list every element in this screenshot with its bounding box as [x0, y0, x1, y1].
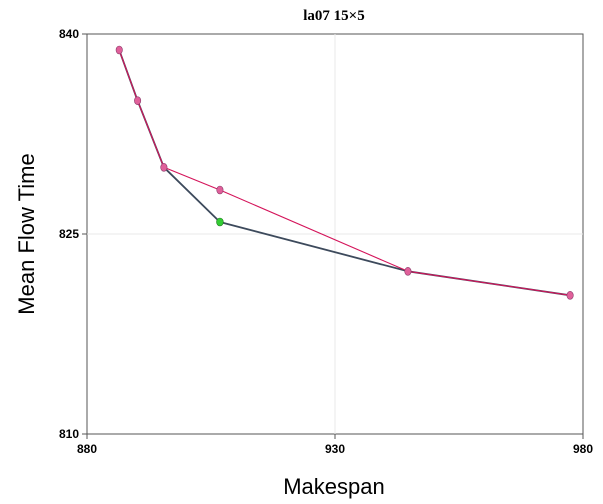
- chart-title: la07 15×5: [303, 8, 364, 24]
- x-tick-label: 930: [325, 442, 345, 456]
- axis-ticks: 810 825 840 880 930 980: [59, 27, 593, 456]
- y-tick-label: 810: [59, 427, 79, 441]
- data-point: [216, 185, 224, 195]
- data-point: [134, 96, 142, 105]
- x-axis-label: Makespan: [283, 474, 385, 499]
- series-line-2: [118, 49, 571, 296]
- x-tick-label: 980: [573, 442, 593, 456]
- data-point: [115, 45, 123, 55]
- grid-lines: [87, 34, 583, 434]
- y-tick-label: 825: [59, 227, 79, 241]
- highlight-point: [216, 217, 224, 227]
- series-line-1: [118, 49, 571, 297]
- series-markers: [115, 45, 574, 300]
- y-axis-label: Mean Flow Time: [14, 153, 39, 314]
- x-tick-label: 880: [77, 442, 97, 456]
- data-point: [404, 267, 412, 276]
- series-lines: [118, 49, 571, 297]
- data-point: [160, 163, 168, 172]
- y-tick-label: 840: [59, 27, 79, 41]
- data-point: [566, 291, 574, 300]
